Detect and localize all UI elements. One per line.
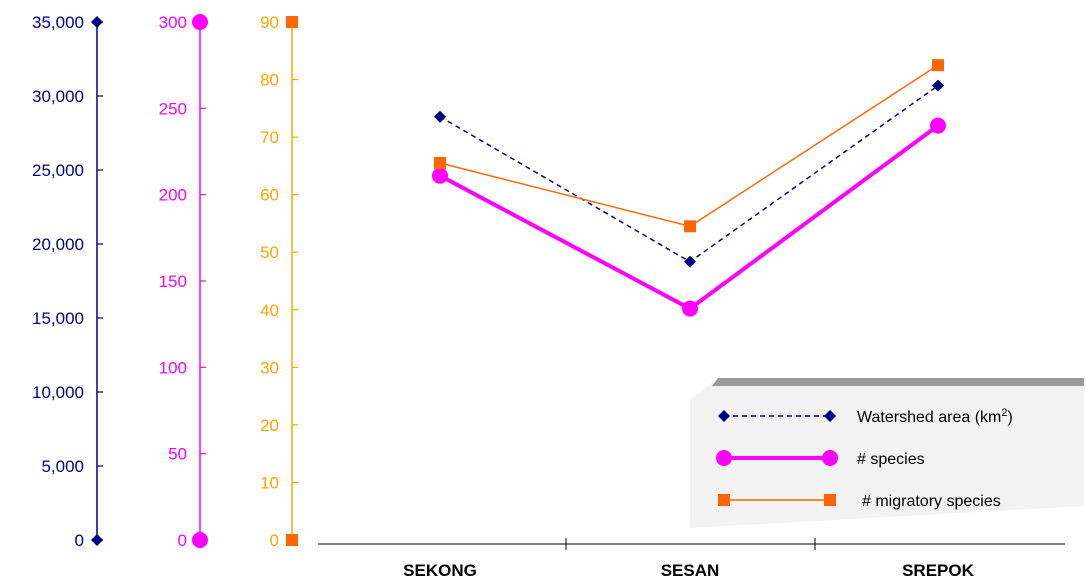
- point-migratory: [684, 220, 696, 233]
- point-area: [932, 79, 944, 92]
- tick-label-species: 150: [159, 272, 187, 291]
- tick-label-migratory: 80: [260, 71, 279, 90]
- axis-end-marker: [192, 14, 208, 30]
- axis-migratory: 0 10 20 30 40 50 60 70 80 90: [260, 13, 298, 550]
- tick-label-species: 300: [159, 13, 187, 32]
- legend-shadow: [712, 378, 1084, 386]
- category-axis: SEKONG SESAN SREPOK: [318, 538, 1065, 580]
- point-area: [824, 410, 836, 422]
- tick-label-area: 10,000: [32, 383, 84, 402]
- tick-label-migratory: 90: [260, 13, 279, 32]
- tick-label-migratory: 70: [260, 128, 279, 147]
- legend-superscript: 2: [1001, 407, 1007, 419]
- tick-label-migratory: 20: [260, 416, 279, 435]
- category-label: SESAN: [661, 561, 720, 580]
- category-label: SREPOK: [902, 561, 975, 580]
- tick-label-migratory: 0: [270, 531, 279, 550]
- series-layer: [432, 59, 946, 317]
- tick-label-migratory: 60: [260, 186, 279, 205]
- legend: Watershed area (km2) # species # migratory…: [690, 378, 1084, 528]
- tick-label-species: 0: [178, 531, 187, 550]
- tick-label-area: 0: [75, 531, 84, 550]
- legend-label: # migratory species: [862, 493, 1001, 510]
- series-line-area: [439, 85, 939, 263]
- tick-label-area: 30,000: [32, 87, 84, 106]
- tick-label-migratory: 10: [260, 473, 279, 492]
- legend-label: Watershed area (km2): [857, 407, 1013, 426]
- tick-label-area: 35,000: [32, 13, 84, 32]
- series-area: [434, 79, 944, 268]
- tick-label-species: 50: [168, 445, 187, 464]
- tick-label-species: 200: [159, 186, 187, 205]
- tick-label-migratory: 30: [260, 358, 279, 377]
- series-species: [432, 117, 946, 317]
- axis-end-marker: [286, 534, 298, 546]
- point-migratory: [434, 157, 446, 170]
- legend-item-species: # species: [716, 450, 925, 468]
- point-area: [718, 410, 730, 422]
- axis-end-marker: [192, 532, 208, 548]
- category-label: SEKONG: [403, 561, 477, 580]
- series-line-migratory: [439, 64, 939, 228]
- point-migratory: [824, 494, 836, 506]
- point-species: [716, 450, 732, 466]
- legend-item-migratory: # migratory species: [718, 493, 1001, 510]
- point-migratory: [932, 59, 944, 72]
- tick-label-migratory: 40: [260, 301, 279, 320]
- point-area: [684, 255, 696, 268]
- point-species: [682, 300, 698, 317]
- axis-species: 0 50 100 150 200 250 300: [159, 13, 208, 550]
- legend-suffix: ): [1007, 409, 1012, 426]
- axis-area: 0 5,000 10,000 15,000 20,000 25,000 30,000 35,0…: [32, 13, 103, 550]
- series-migratory: [434, 59, 944, 233]
- tick-label-area: 20,000: [32, 235, 84, 254]
- tick-label-species: 100: [159, 358, 187, 377]
- tick-label-area: 5,000: [41, 457, 84, 476]
- axis-end-marker: [91, 16, 103, 28]
- point-species: [930, 117, 946, 134]
- point-migratory: [718, 494, 730, 506]
- legend-item-area: Watershed area (km2): [718, 407, 1013, 426]
- point-species: [822, 450, 838, 466]
- point-area: [434, 110, 446, 123]
- point-species: [432, 167, 448, 184]
- axes-layer: 0 5,000 10,000 15,000 20,000 25,000 30,000 35,0…: [32, 13, 298, 550]
- tick-label-area: 25,000: [32, 161, 84, 180]
- legend-label: # species: [857, 451, 925, 468]
- axis-end-marker: [286, 16, 298, 28]
- axis-end-marker: [91, 534, 103, 546]
- tick-label-area: 15,000: [32, 309, 84, 328]
- tick-label-migratory: 50: [260, 243, 279, 262]
- tick-label-species: 250: [159, 99, 187, 118]
- series-line-species: [439, 123, 940, 311]
